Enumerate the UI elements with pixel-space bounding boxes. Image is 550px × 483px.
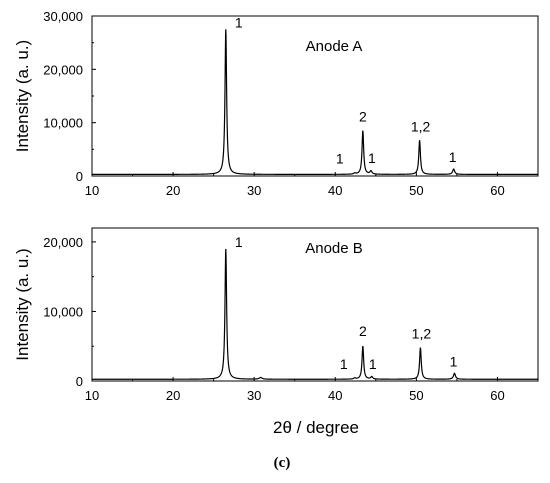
y-axis-title: Intensity (a. u.)	[13, 248, 32, 360]
plot-frame	[91, 227, 539, 382]
peak-label: 2	[359, 109, 367, 125]
panel-title: Anode A	[306, 38, 363, 55]
x-tick-label: 30	[247, 183, 261, 198]
y-tick-label: 30,000	[43, 9, 83, 24]
y-tick-label: 0	[76, 169, 83, 184]
peak-label: 1	[340, 356, 348, 372]
x-axis-title: 2θ / degree	[273, 418, 359, 437]
x-tick-label: 40	[328, 183, 342, 198]
y-axis-title: Intensity (a. u.)	[13, 40, 32, 152]
peak-label: 2	[359, 323, 367, 339]
y-tick-label: 0	[76, 374, 83, 389]
peak-label: 1,2	[412, 326, 432, 342]
x-tick-label: 50	[409, 183, 423, 198]
x-tick-label: 30	[247, 388, 261, 403]
peak-label: 1	[368, 150, 376, 166]
y-tick-label: 10,000	[43, 116, 83, 131]
x-tick-label: 50	[409, 388, 423, 403]
xrd-trace	[92, 29, 538, 175]
peak-label: 1	[235, 14, 243, 30]
x-tick-label: 40	[328, 388, 342, 403]
peak-label: 1	[369, 356, 377, 372]
xrd-trace	[92, 248, 538, 380]
anode-a-panel: 10 20 30 40 50 60 0 10,000 20,000 30,000 Intensity…	[13, 9, 539, 198]
y-tick-label: 20,000	[43, 235, 83, 250]
peak-label: 1	[450, 353, 458, 369]
x-tick-label: 20	[166, 388, 180, 403]
peak-label: 1	[336, 150, 344, 166]
anode-b-panel: 10 20 30 40 50 60 0 10,000 20,000 Intensity (a. u…	[13, 227, 539, 403]
x-tick-label: 60	[490, 183, 504, 198]
x-tick-label: 10	[85, 388, 99, 403]
peak-label: 1	[449, 149, 457, 165]
figure-caption: (c)	[274, 455, 291, 471]
x-tick-label: 20	[166, 183, 180, 198]
x-tick-label: 60	[490, 388, 504, 403]
y-tick-label: 10,000	[43, 304, 83, 319]
peak-label: 1,2	[411, 118, 431, 134]
x-tick-label: 10	[85, 183, 99, 198]
peak-label: 1	[235, 234, 243, 250]
y-tick-label: 20,000	[43, 62, 83, 77]
panel-title: Anode B	[305, 240, 363, 257]
